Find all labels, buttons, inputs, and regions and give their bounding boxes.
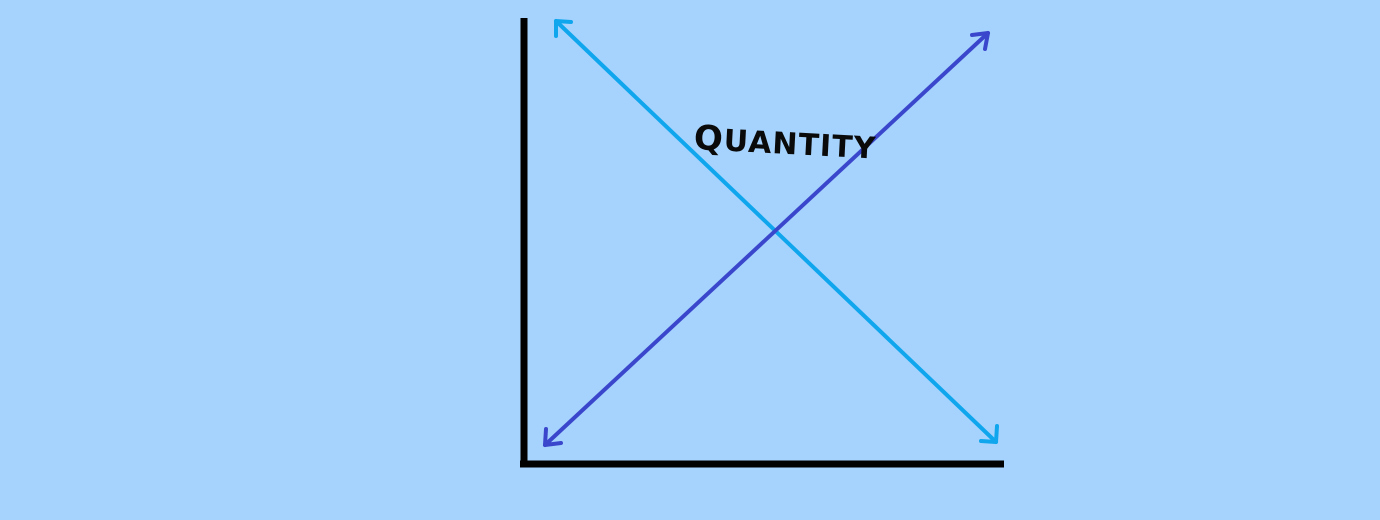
arrowhead-bottom-right [979,424,999,444]
arrowhead-top-right [970,31,990,51]
upward-line [543,31,990,447]
arrowhead-bottom-left [543,427,563,447]
arrowhead-top-left [554,19,573,38]
